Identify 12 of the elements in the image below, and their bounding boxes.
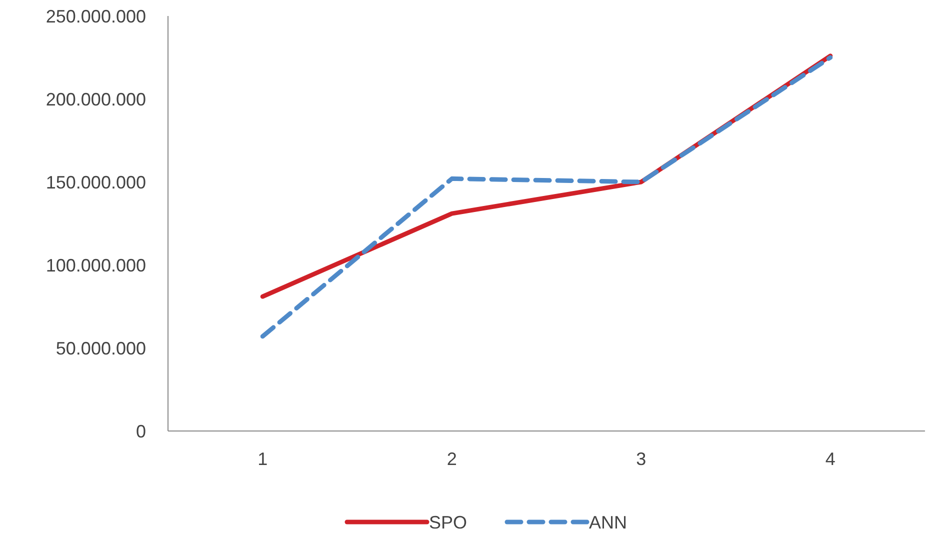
y-tick-label: 0 bbox=[136, 421, 146, 442]
legend-label: SPO bbox=[429, 512, 468, 532]
y-tick-label: 200.000.000 bbox=[46, 89, 146, 110]
y-tick-label: 250.000.000 bbox=[46, 6, 146, 26]
x-tick-label: 3 bbox=[636, 449, 646, 469]
x-tick-label: 4 bbox=[825, 449, 836, 469]
y-tick-label: 50.000.000 bbox=[56, 338, 146, 358]
y-tick-label: 100.000.000 bbox=[46, 255, 146, 276]
x-tick-label: 1 bbox=[258, 449, 268, 469]
x-tick-label: 2 bbox=[446, 449, 457, 469]
y-tick-label: 150.000.000 bbox=[46, 172, 146, 192]
legend-label: ANN bbox=[589, 512, 628, 532]
